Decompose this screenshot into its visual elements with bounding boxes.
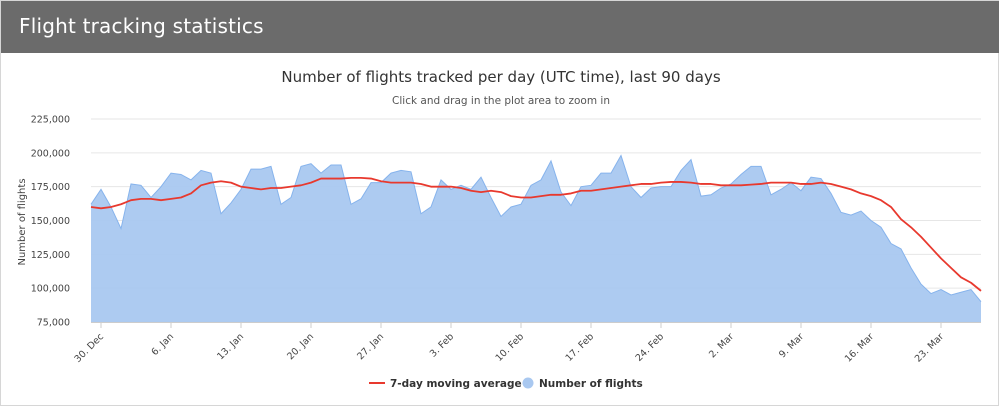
panel-header: Flight tracking statistics xyxy=(1,1,999,53)
y-tick-label: 150,000 xyxy=(31,216,70,227)
x-tick-label: 2. Mar xyxy=(707,331,736,360)
x-tick-label: 20. Jan xyxy=(285,331,316,362)
y-tick-label: 200,000 xyxy=(31,148,70,159)
x-tick-label: 9. Mar xyxy=(777,331,806,360)
y-tick-label: 75,000 xyxy=(37,318,70,329)
x-tick-label: 27. Jan xyxy=(355,331,386,362)
chart-title: Number of flights tracked per day (UTC t… xyxy=(281,68,720,86)
x-tick-label: 16. Mar xyxy=(843,331,876,364)
x-tick-label: 30. Dec xyxy=(73,331,107,365)
legend-circle-icon xyxy=(522,377,534,389)
x-tick-label: 3. Feb xyxy=(428,331,456,359)
legend-item-flights[interactable]: Number of flights xyxy=(522,377,643,391)
series-layer[interactable] xyxy=(90,154,982,322)
x-axis: 30. Dec 6. Jan 13. Jan 20. Jan 27. Jan 3. Feb… xyxy=(73,322,981,365)
y-tick-label: 175,000 xyxy=(31,182,70,193)
y-axis-ticks: 75,000 100,000 125,000 150,000 175,000 200,00… xyxy=(31,115,70,329)
moving-average-line[interactable] xyxy=(90,176,982,292)
flights-area-outline xyxy=(90,154,982,303)
legend-item-moving-average[interactable]: 7-day moving average xyxy=(369,378,522,390)
y-tick-label: 100,000 xyxy=(31,284,70,295)
x-tick-label: 10. Feb xyxy=(494,331,526,363)
x-tick-label: 13. Jan xyxy=(215,331,246,362)
y-tick-label: 225,000 xyxy=(31,115,70,126)
chart-subtitle: Click and drag in the plot area to zoom … xyxy=(392,95,610,107)
legend-label-flights: Number of flights xyxy=(539,378,643,390)
x-tick-label: 24. Feb xyxy=(634,331,666,363)
y-tick-label: 125,000 xyxy=(31,250,70,261)
panel-title: Flight tracking statistics xyxy=(19,14,264,38)
legend-label-moving-average: 7-day moving average xyxy=(390,378,522,390)
y-axis-label: Number of flights xyxy=(17,178,28,265)
x-tick-label: 6. Jan xyxy=(149,331,176,358)
flights-area[interactable] xyxy=(91,155,981,322)
legend[interactable]: 7-day moving average Number of flights xyxy=(369,377,643,391)
x-tick-label: 23. Mar xyxy=(913,331,946,364)
x-tick-label: 17. Feb xyxy=(564,331,596,363)
